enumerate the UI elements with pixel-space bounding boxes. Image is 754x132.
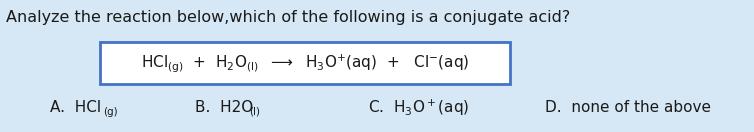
- Text: C.  H$_3$O$^+$(aq): C. H$_3$O$^+$(aq): [368, 98, 469, 118]
- Text: (l): (l): [249, 107, 260, 117]
- Text: D.  none of the above: D. none of the above: [545, 100, 711, 116]
- Text: Analyze the reaction below,which of the following is a conjugate acid?: Analyze the reaction below,which of the …: [6, 10, 570, 25]
- Text: HCl$_{\mathsf{(g)}}$  +  H$_\mathsf{2}$O$_{\mathsf{(l)}}$  $\longrightarrow$  H$: HCl$_{\mathsf{(g)}}$ + H$_\mathsf{2}$O$_…: [141, 52, 469, 74]
- Bar: [100, 42, 510, 84]
- Text: A.  HCl: A. HCl: [50, 100, 101, 116]
- Text: (g): (g): [103, 107, 118, 117]
- Text: B.  H2O: B. H2O: [195, 100, 253, 116]
